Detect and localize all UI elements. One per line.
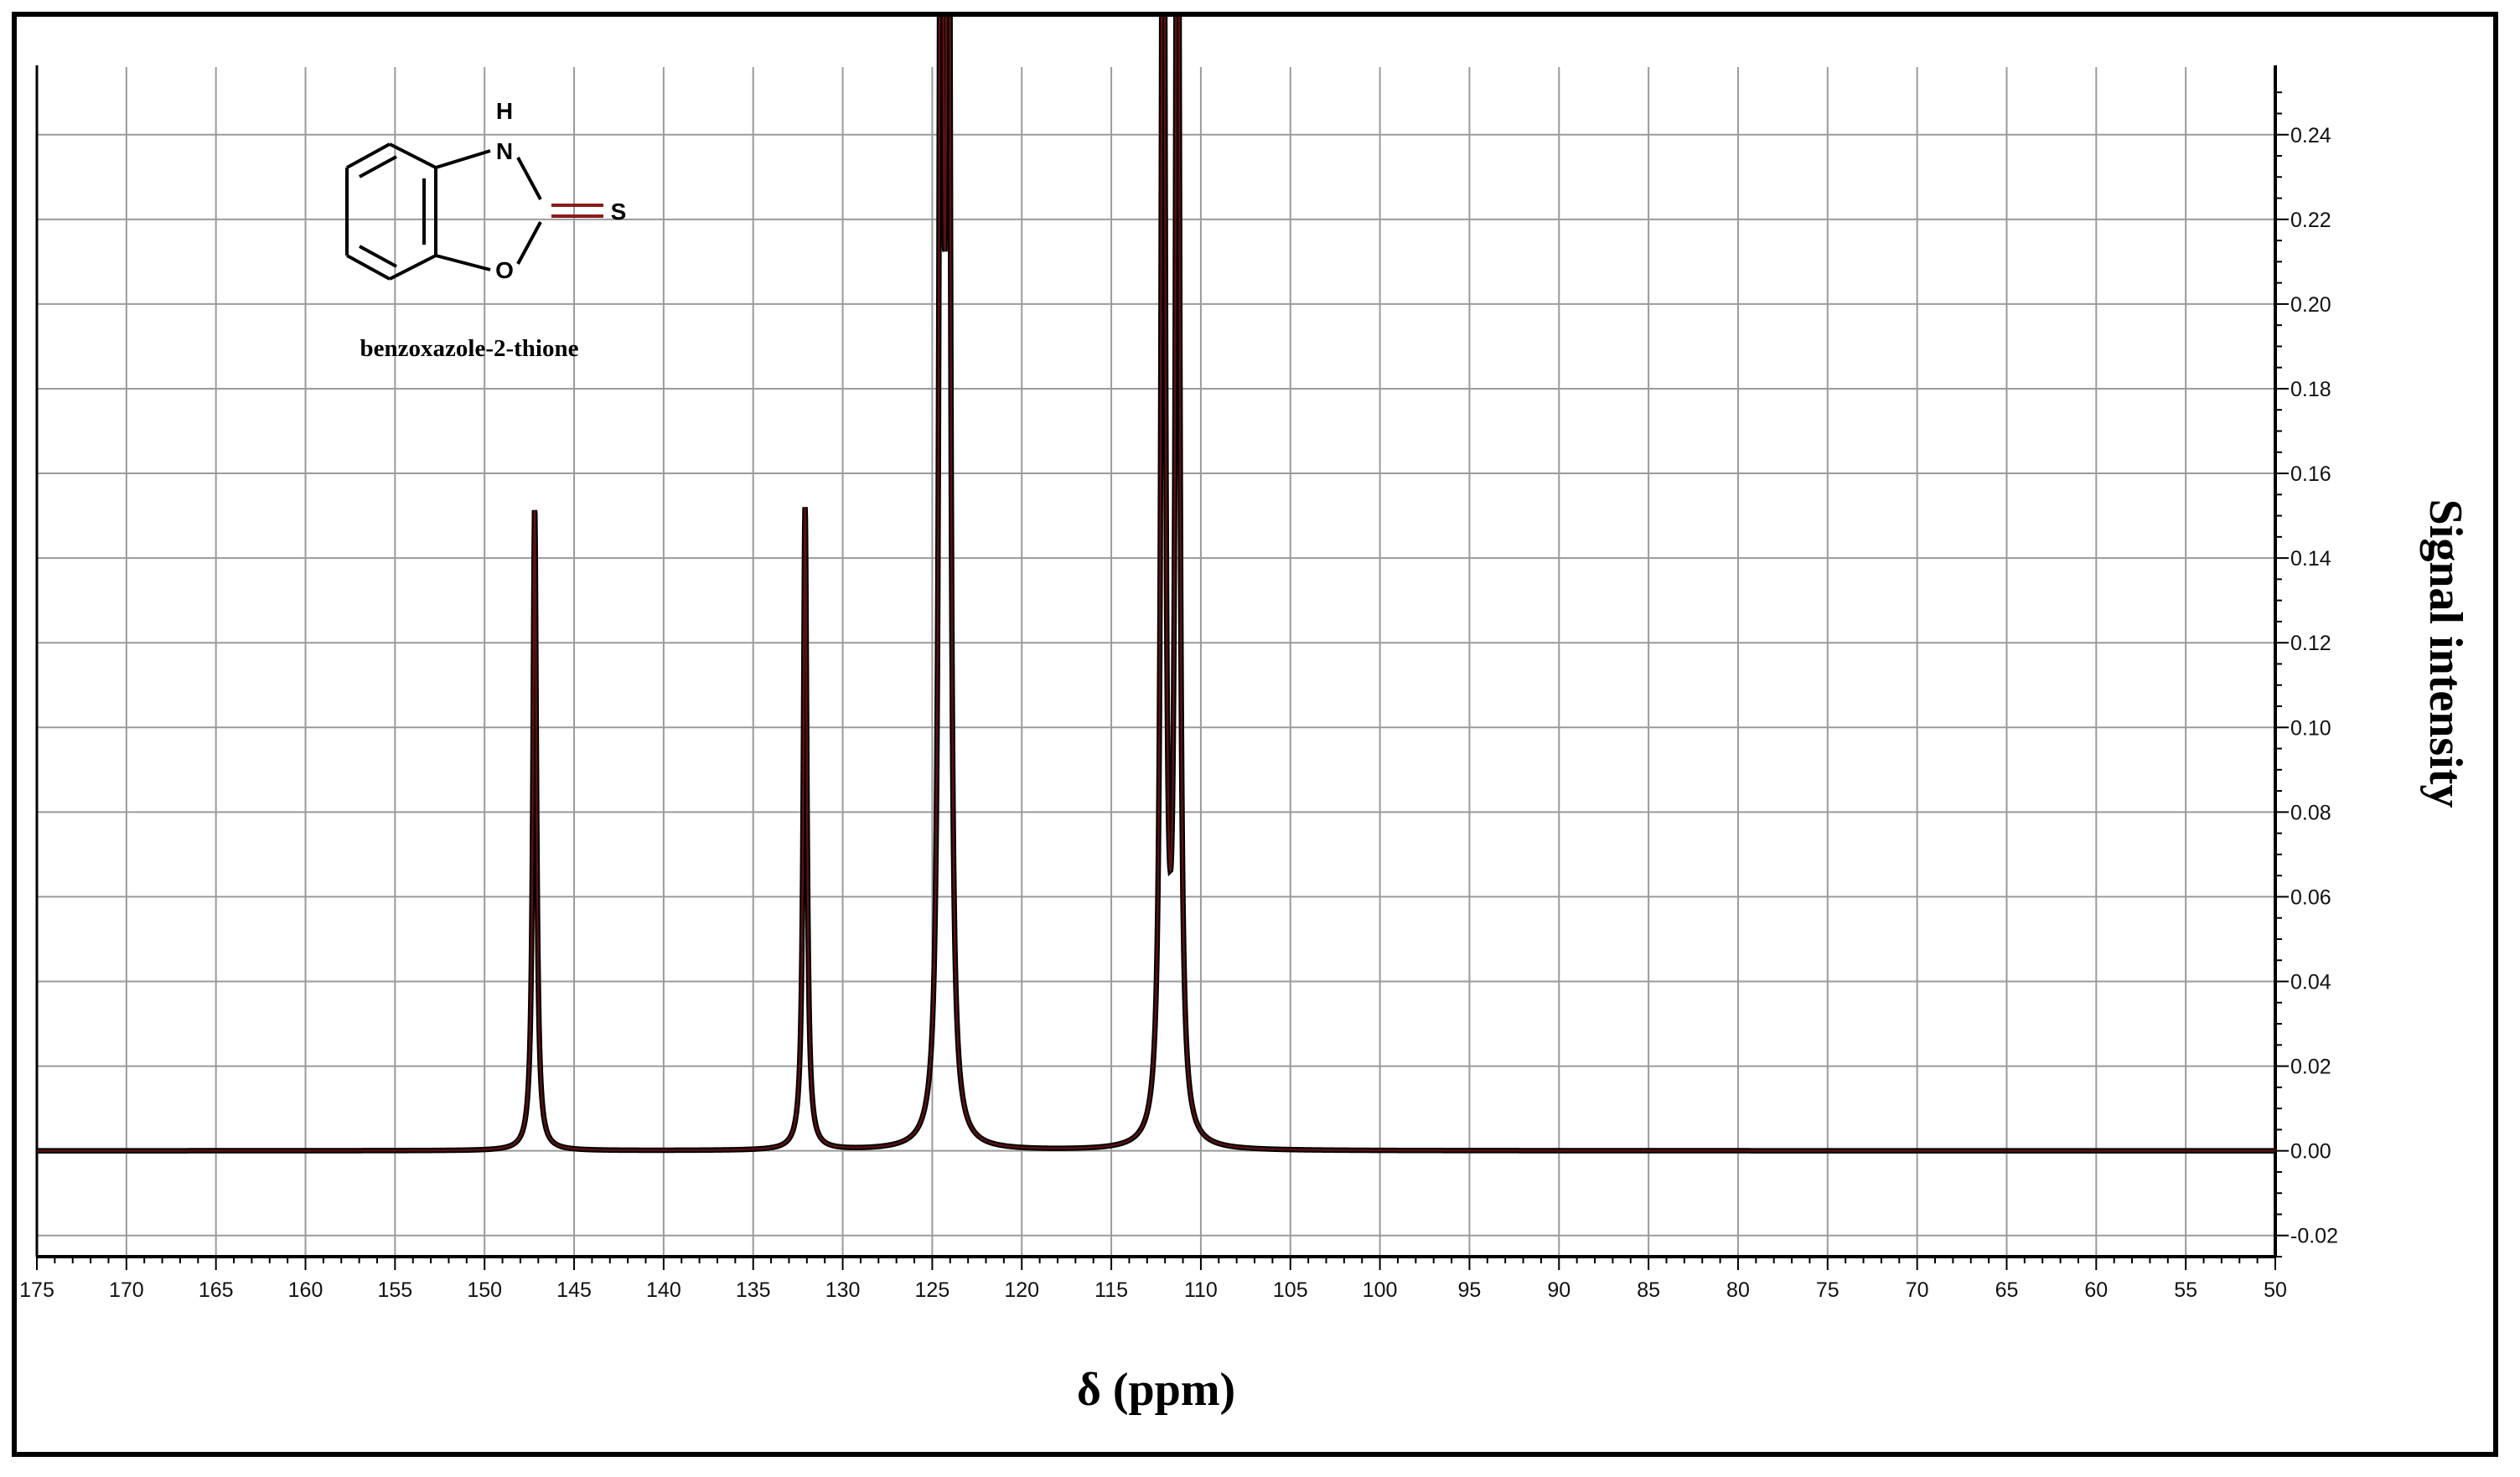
bond <box>389 254 437 281</box>
bond <box>516 157 542 200</box>
x-tick-label: 155 <box>378 1278 413 1302</box>
y-tick-label: 0.20 <box>2290 293 2331 317</box>
x-tick-label: 115 <box>1094 1278 1128 1302</box>
x-tick-label: 90 <box>1547 1278 1570 1302</box>
bond <box>389 142 437 169</box>
nmr-spectrum-chart: 175 170 165 160 155 150 145 140 135 130 125 120 115 1… <box>19 17 2471 1416</box>
y-tick-label: 0.18 <box>2290 378 2331 401</box>
x-tick-label: 170 <box>109 1278 144 1302</box>
spectrum-series <box>37 17 2275 1154</box>
o-atom-label: O <box>495 257 514 283</box>
x-tick-label: 120 <box>1004 1278 1039 1302</box>
x-tick-label: 85 <box>1637 1278 1660 1302</box>
x-tick-label: 125 <box>915 1278 950 1302</box>
axes <box>35 65 2289 1270</box>
grid <box>36 67 2276 1257</box>
y-tick-label: 0.00 <box>2290 1140 2331 1164</box>
x-axis-title: δ (ppm) <box>1077 1364 1235 1416</box>
spectrum-line <box>37 17 2275 1152</box>
x-tick-label: 75 <box>1816 1278 1840 1302</box>
bond <box>346 254 391 281</box>
x-tick-label: 110 <box>1184 1278 1218 1302</box>
double-bond-inner <box>359 155 397 178</box>
x-tick-label: 55 <box>2174 1278 2197 1302</box>
benzoxazole-2-thione-structure: H N O S benzoxazole-2-thione <box>345 98 627 362</box>
y-tick-label: 0.04 <box>2290 971 2331 994</box>
h-atom-label: H <box>496 98 513 124</box>
y-axis-title: Signal intensity <box>2419 499 2471 808</box>
y-tick-label: 0.12 <box>2290 632 2331 655</box>
x-tick-label: 100 <box>1363 1278 1398 1302</box>
x-tick-label: 80 <box>1726 1278 1750 1302</box>
compound-name: benzoxazole-2-thione <box>360 335 579 362</box>
s-atom-label: S <box>611 199 627 225</box>
bond <box>435 254 491 271</box>
x-tick-label: 135 <box>736 1278 771 1302</box>
x-tick-label: 165 <box>199 1278 234 1302</box>
x-tick-label: 60 <box>2084 1278 2108 1302</box>
x-tick-label: 95 <box>1458 1278 1482 1302</box>
y-tick-label: 0.24 <box>2290 124 2331 147</box>
x-tick-label: 140 <box>646 1278 681 1302</box>
tick-labels: 175 170 165 160 155 150 145 140 135 130 125 120 115 1… <box>19 124 2338 1302</box>
y-tick-label: -0.02 <box>2290 1225 2338 1248</box>
x-tick-label: 150 <box>467 1278 502 1302</box>
x-tick-label: 145 <box>556 1278 592 1302</box>
bond <box>435 149 491 169</box>
n-atom-label: N <box>496 138 513 164</box>
y-tick-label: 0.10 <box>2290 716 2331 740</box>
figure-frame: 175 170 165 160 155 150 145 140 135 130 125 120 115 1… <box>12 12 2498 1457</box>
double-bond-inner <box>359 245 397 268</box>
x-tick-label: 175 <box>19 1278 54 1302</box>
y-tick-label: 0.06 <box>2290 886 2331 909</box>
y-tick-label: 0.22 <box>2290 209 2331 232</box>
x-tick-label: 70 <box>1906 1278 1929 1302</box>
x-tick-label: 160 <box>288 1278 323 1302</box>
x-tick-label: 105 <box>1273 1278 1308 1302</box>
bond <box>516 221 542 265</box>
y-tick-label: 0.02 <box>2290 1056 2331 1079</box>
bond <box>346 142 391 169</box>
y-tick-label: 0.16 <box>2290 462 2331 486</box>
x-tick-label: 65 <box>1995 1278 2019 1302</box>
x-tick-label: 130 <box>825 1278 861 1302</box>
x-tick-label: 50 <box>2264 1278 2287 1302</box>
y-tick-label: 0.14 <box>2290 547 2331 571</box>
y-tick-label: 0.08 <box>2290 801 2331 824</box>
